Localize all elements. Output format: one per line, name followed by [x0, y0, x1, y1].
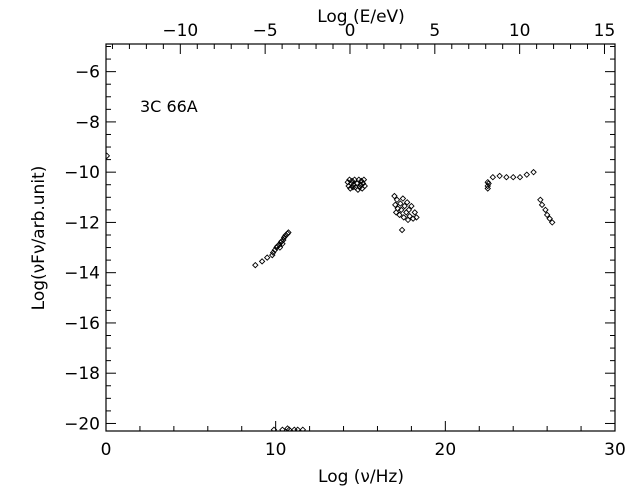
y-tick-label: −8	[75, 113, 100, 133]
data-point	[403, 199, 411, 206]
data-point	[270, 426, 278, 431]
data-point	[523, 171, 531, 178]
data-point	[271, 246, 279, 254]
data-point	[279, 426, 286, 431]
data-point	[354, 186, 362, 193]
data-point	[252, 261, 259, 269]
data-point	[537, 196, 544, 204]
data-point	[413, 214, 420, 221]
data-point	[406, 212, 413, 220]
y-tick-label: −10	[64, 163, 100, 183]
data-point	[400, 214, 408, 221]
data-point	[530, 168, 537, 176]
top-x-tick-label: −5	[253, 21, 278, 41]
data-point	[299, 426, 307, 431]
data-point	[258, 258, 266, 265]
data-point	[496, 172, 503, 180]
top-x-tick-label: 15	[594, 21, 616, 41]
data-point	[484, 185, 491, 192]
data-point	[392, 201, 399, 209]
data-point	[509, 173, 517, 181]
data-point	[503, 173, 510, 181]
data-point	[361, 182, 368, 190]
data-point	[405, 206, 413, 214]
data-point	[279, 240, 286, 248]
y-axis: −20 −18 −16 −14 −12 −10 −8 −6	[64, 46, 615, 434]
data-point	[397, 206, 405, 214]
bottom-x-axis: 0 10 20 30	[101, 421, 626, 460]
x-tick-label: 0	[101, 440, 112, 460]
data-point	[358, 177, 365, 185]
data-point	[106, 152, 111, 160]
top-x-tick-label: −10	[162, 21, 198, 41]
data-point	[396, 211, 403, 219]
source-label: 3C 66A	[140, 97, 198, 116]
data-point	[516, 173, 524, 181]
y-tick-label: −20	[64, 414, 100, 434]
y-tick-label: −18	[64, 364, 100, 384]
data-point	[294, 426, 301, 431]
data-point	[411, 209, 419, 216]
x-tick-label: 10	[265, 440, 287, 460]
data-point	[403, 209, 410, 216]
data-points	[106, 152, 556, 431]
bottom-x-axis-label: Log (ν/Hz)	[318, 467, 404, 487]
y-tick-label: −16	[64, 314, 100, 334]
data-point	[286, 426, 293, 431]
data-point	[276, 244, 284, 251]
y-tick-label: −14	[64, 264, 100, 284]
data-point	[282, 231, 290, 239]
top-x-tick-label: 5	[429, 21, 440, 41]
data-point	[278, 238, 285, 245]
data-point	[347, 185, 354, 192]
data-point	[263, 254, 271, 261]
data-point	[359, 180, 367, 187]
x-tick-label: 20	[435, 440, 457, 460]
top-x-axis-label: Log (E/eV)	[317, 7, 405, 27]
x-tick-label: 30	[604, 440, 626, 460]
data-point	[485, 180, 492, 187]
data-point	[351, 176, 358, 183]
data-point	[394, 205, 402, 212]
y-tick-label: −6	[75, 63, 100, 83]
data-point	[408, 202, 415, 210]
plot-frame	[105, 43, 616, 432]
data-point	[489, 173, 497, 181]
data-point	[391, 192, 398, 200]
y-tick-label: −12	[64, 213, 100, 233]
top-x-tick-label: 0	[345, 21, 356, 41]
data-point	[269, 251, 276, 259]
data-point	[543, 211, 551, 219]
data-point	[542, 206, 549, 214]
top-x-axis: −10 −5 0 5 10 15	[111, 21, 616, 54]
data-point	[269, 249, 277, 256]
data-point	[548, 219, 556, 226]
data-point	[360, 176, 368, 183]
data-point	[401, 202, 408, 210]
data-point	[397, 200, 404, 207]
data-point	[546, 215, 553, 222]
y-axis-label: Log(νFν/arb.unit)	[29, 166, 49, 311]
top-x-tick-label: 10	[509, 21, 531, 41]
data-point	[393, 196, 401, 204]
data-point	[538, 201, 546, 209]
data-point	[399, 195, 407, 202]
data-point	[398, 226, 406, 234]
